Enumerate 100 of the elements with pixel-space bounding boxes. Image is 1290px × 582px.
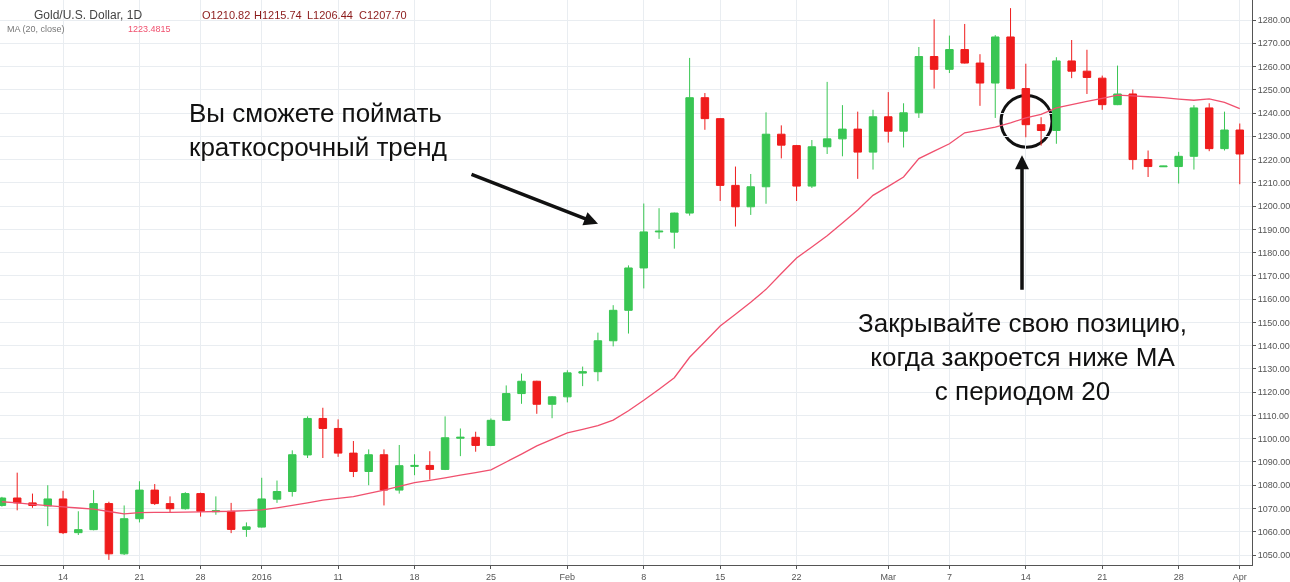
candlestick — [410, 453, 419, 476]
candlestick — [456, 427, 465, 457]
y-tick-label: 1250.00 — [1257, 84, 1290, 95]
candlestick — [1006, 7, 1015, 90]
candlestick — [288, 449, 297, 498]
y-tick-label: 1230.00 — [1257, 131, 1290, 142]
y-tick-label: 1110.00 — [1257, 410, 1289, 421]
y-tick-label: 1170.00 — [1257, 271, 1290, 282]
y-tick-label: 1280.00 — [1257, 15, 1290, 26]
candlestick — [150, 483, 159, 506]
y-tick-label: 1100.00 — [1257, 433, 1290, 444]
candlestick — [960, 23, 969, 64]
y-tick-label: 1120.00 — [1257, 387, 1290, 398]
y-tick-label: 1190.00 — [1257, 224, 1290, 235]
y-tick-label: 1180.00 — [1257, 247, 1290, 258]
candlestick — [1204, 102, 1214, 152]
x-tick-label: 14 — [58, 571, 69, 582]
candlestick — [257, 477, 266, 529]
candlestick — [1082, 49, 1092, 95]
candlestick — [486, 417, 496, 447]
annotation: 1223.4815 — [128, 24, 171, 34]
candlestick — [501, 384, 511, 422]
candlestick — [471, 431, 480, 453]
y-tick-label: 1060.00 — [1257, 526, 1290, 537]
candlestick — [1097, 75, 1107, 111]
y-tick-label: 1140.00 — [1257, 340, 1290, 351]
annotation: O1210.82 — [202, 9, 251, 21]
candlestick — [1235, 123, 1245, 185]
y-tick-label: 1150.00 — [1257, 317, 1290, 328]
candlestick — [914, 46, 924, 119]
candlestick — [1189, 104, 1199, 171]
x-tick-label: 21 — [1097, 571, 1108, 582]
candlestick — [1128, 89, 1138, 171]
candlestick — [547, 395, 557, 419]
candlestick — [196, 492, 205, 518]
candlestick — [119, 504, 129, 556]
candlestick — [1220, 111, 1229, 151]
candlestick — [1143, 150, 1153, 178]
candlestick — [349, 440, 358, 478]
candlestick — [838, 104, 847, 157]
candlestick — [899, 102, 908, 148]
candlestick — [1021, 63, 1031, 138]
x-tick-label: 7 — [946, 571, 952, 582]
candlestick — [1067, 39, 1076, 79]
candlestick — [89, 489, 98, 531]
y-tick-label: 1210.00 — [1257, 177, 1290, 188]
candlestick — [532, 380, 542, 415]
annotation: Вы сможете поймать краткосрочный тренд — [189, 98, 447, 162]
x-tick-label: 28 — [1173, 571, 1184, 582]
candlestick — [425, 450, 435, 481]
candlestick — [746, 173, 755, 216]
candlestick — [624, 264, 633, 335]
annotation: MA (20, close) — [7, 24, 65, 34]
candlestick — [364, 448, 373, 486]
candlestick — [242, 521, 251, 538]
candlestick — [991, 34, 1000, 119]
x-tick-label: 14 — [1020, 571, 1031, 582]
y-tick-label: 1070.00 — [1257, 503, 1290, 514]
candlestick — [165, 495, 175, 513]
candlestick — [440, 415, 450, 471]
candlestick — [853, 111, 862, 180]
candlestick — [761, 111, 771, 205]
candlestick — [1174, 151, 1183, 185]
candlestick — [639, 203, 649, 289]
annotation: L1206.44 — [307, 9, 353, 21]
candlestick — [700, 92, 710, 131]
candlestick — [593, 332, 603, 382]
annotation: Gold/U.S. Dollar, 1D — [34, 8, 143, 22]
y-tick-label: 1090.00 — [1257, 457, 1290, 468]
y-tick-label: 1220.00 — [1257, 154, 1290, 165]
y-tick-label: 1080.00 — [1257, 480, 1290, 491]
candlestick — [945, 35, 954, 74]
candlestick — [654, 207, 664, 240]
candlestick — [1159, 165, 1168, 168]
x-tick-label: 18 — [409, 571, 420, 582]
y-tick-label: 1270.00 — [1257, 38, 1290, 49]
x-tick-label: 2016 — [251, 571, 272, 582]
x-tick-label: Mar — [880, 571, 897, 582]
candlestick — [12, 472, 22, 511]
candlestick — [226, 502, 236, 534]
y-tick-label: 1160.00 — [1257, 294, 1290, 305]
candlestick — [181, 491, 190, 511]
candlestick — [1036, 116, 1046, 147]
x-tick-label: 15 — [715, 571, 726, 582]
candlestick — [792, 144, 801, 202]
y-tick-label: 1050.00 — [1257, 550, 1290, 561]
candlestick — [929, 18, 939, 90]
y-tick-label: 1130.00 — [1257, 364, 1290, 375]
candlestick — [104, 501, 114, 561]
line-series — [1, 94, 1241, 515]
candlestick — [777, 124, 786, 159]
x-tick-label: 28 — [195, 571, 206, 582]
y-tick-label: 1260.00 — [1257, 61, 1290, 72]
candlestick — [563, 369, 572, 403]
candlestick — [303, 415, 312, 459]
candlestick — [884, 91, 893, 144]
candlestick — [715, 117, 725, 202]
candlestick — [74, 510, 83, 536]
candlestick — [517, 373, 526, 405]
candlestick — [1113, 65, 1122, 106]
